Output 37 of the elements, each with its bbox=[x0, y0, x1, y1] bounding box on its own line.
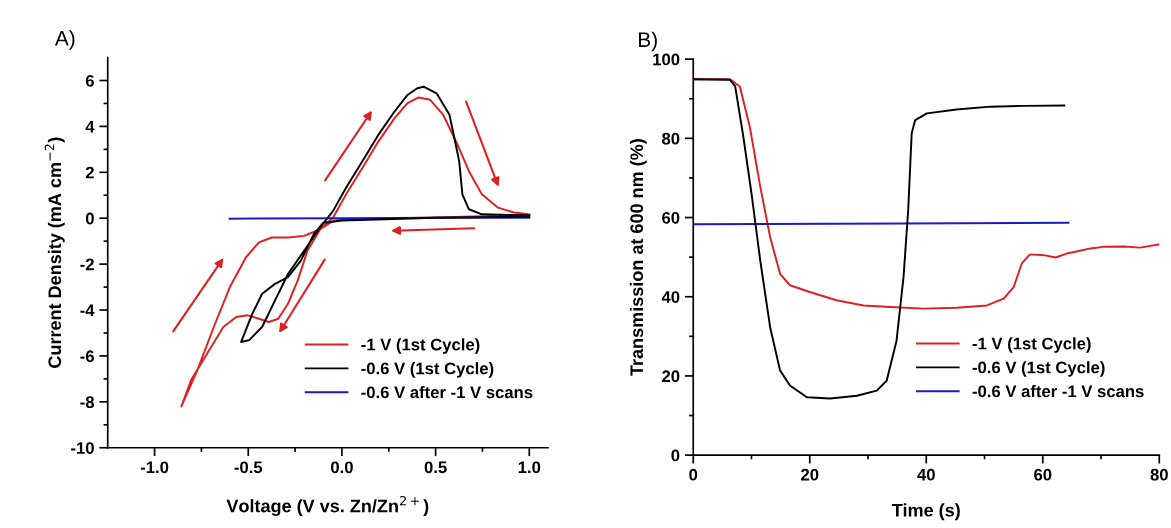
chart-title: A) bbox=[54, 30, 75, 50]
x-tick-label: 60 bbox=[1034, 468, 1052, 481]
y-tick-label: 6 bbox=[85, 74, 94, 87]
chart-title: B) bbox=[639, 31, 657, 52]
x-tick-label: 80 bbox=[1150, 468, 1168, 481]
y-tick-label: -2 bbox=[80, 258, 94, 271]
y-tick-label: -4 bbox=[80, 304, 95, 317]
legend-label: -1 V (1st Cycle) bbox=[972, 337, 1091, 353]
x-tick-label: -0.5 bbox=[234, 461, 263, 474]
x-axis-title: Time (s) bbox=[892, 503, 960, 521]
y-tick-label: 80 bbox=[662, 132, 680, 145]
y-tick-label: 0 bbox=[671, 449, 680, 462]
legend-label: -0.6 V after -1 V scans bbox=[972, 385, 1144, 398]
y-tick-label: 40 bbox=[661, 291, 680, 303]
x-tick-label: 40 bbox=[917, 468, 935, 481]
y-tick-label: 4 bbox=[85, 120, 95, 133]
x-tick-label: 0 bbox=[689, 468, 698, 481]
x-tick-label: -1.0 bbox=[140, 461, 169, 474]
y-tick-label: 2 bbox=[85, 166, 94, 179]
y-tick-label: -10 bbox=[71, 442, 94, 454]
y-tick-label: 20 bbox=[662, 370, 680, 383]
y-axis-title: Current Density (mA cm$^{−2}$) bbox=[44, 137, 65, 368]
y-axis-title: Transmission at 600 nm (%) bbox=[629, 139, 647, 376]
y-tick-label: 60 bbox=[662, 211, 680, 224]
x-tick-label: 0.5 bbox=[424, 461, 447, 474]
y-tick-label: -6 bbox=[80, 350, 94, 363]
legend-label: -0.6 V (1st Cycle) bbox=[972, 361, 1105, 377]
y-tick-label: 0 bbox=[85, 212, 94, 225]
x-tick-label: 20 bbox=[801, 468, 819, 481]
legend-label: -0.6 V (1st Cycle) bbox=[361, 362, 494, 378]
x-tick-label: 1.0 bbox=[518, 461, 541, 474]
y-tick-label: -8 bbox=[80, 396, 95, 409]
y-tick-label: 100 bbox=[653, 53, 680, 66]
legend-label: -0.6 V after -1 V scans bbox=[361, 385, 533, 399]
x-tick-label: 0.0 bbox=[331, 461, 353, 474]
legend-label: -1 V (1st Cycle) bbox=[361, 338, 480, 354]
x-axis-title: Voltage (V vs. Zn/Zn$^{2+}$) bbox=[226, 495, 429, 517]
